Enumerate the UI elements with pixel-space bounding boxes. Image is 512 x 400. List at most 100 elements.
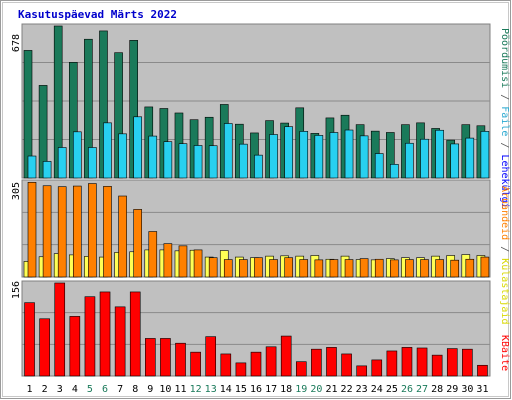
bar-bottom-kbaite-22 <box>341 353 352 377</box>
bar-bottom-kbaite-24 <box>371 359 383 377</box>
x-tick-label-4: 4 <box>72 384 78 395</box>
bar-middle-aruandeid-7 <box>118 195 127 278</box>
bar-middle-aruandeid-31 <box>480 256 490 278</box>
bar-top-faile-14 <box>223 123 233 179</box>
bar-bottom-kbaite-27 <box>416 347 428 377</box>
x-tick-label-21: 21 <box>325 384 337 395</box>
bar-middle-aruandeid-8 <box>133 209 142 278</box>
bar-top-faile-17 <box>269 134 278 179</box>
bar-bottom-kbaite-23 <box>356 365 367 377</box>
legend-sep-2: / <box>499 136 510 154</box>
x-tick-label-24: 24 <box>371 384 383 395</box>
x-tick-label-25: 25 <box>386 384 398 395</box>
bar-top-faile-1 <box>27 155 37 179</box>
bar-middle-aruandeid-14 <box>223 259 233 278</box>
bar-middle-aruandeid-22 <box>344 259 354 278</box>
x-tick-label-7: 7 <box>117 384 123 395</box>
bar-bottom-kbaite-29 <box>446 348 458 377</box>
legend-pages: Lehekülgi <box>499 154 510 208</box>
x-axis-labels: 1 2 3 4 5 6 7 8 9 10 11 12 13 14 15 16 17 18 19 20 21 22 23 24 2… <box>27 384 489 395</box>
bar-middle-aruandeid-1 <box>27 182 37 278</box>
x-tick-label-23: 23 <box>356 384 368 395</box>
bar-bottom-kbaite-6 <box>99 291 111 377</box>
bar-middle-aruandeid-30 <box>465 258 475 278</box>
bar-bottom-kbaite-10 <box>160 338 171 377</box>
bar-bottom-kbaite-17 <box>265 346 277 377</box>
svg-text:Pöördumisi / Faile / Lehekülgi: Pöördumisi / Faile / Lehekülgi <box>499 28 510 209</box>
outer-border-inner <box>2 2 509 397</box>
bar-bottom-kbaite-31 <box>477 364 488 377</box>
x-tick-label-13: 13 <box>205 384 217 395</box>
x-tick-label-26: 26 <box>401 384 413 395</box>
bar-bottom-kbaite-19 <box>295 361 307 377</box>
bar-middle-aruandeid-6 <box>103 186 112 278</box>
bar-bottom-kbaite-8 <box>129 291 141 377</box>
bar-top-faile-3 <box>57 147 67 179</box>
bar-middle-aruandeid-18 <box>284 257 293 278</box>
bar-middle-aruandeid-20 <box>314 259 324 278</box>
bar-middle-aruandeid-15 <box>239 259 248 278</box>
bottom-ymax-label: 156 <box>11 281 22 299</box>
legend-bottom: KBaite <box>499 335 510 371</box>
x-tick-label-22: 22 <box>341 384 353 395</box>
bar-top-faile-27 <box>420 138 429 179</box>
bar-middle-aruandeid-19 <box>299 259 309 278</box>
bar-middle-aruandeid-9 <box>148 231 158 278</box>
bar-top-faile-13 <box>208 145 218 179</box>
bar-top-faile-23 <box>359 135 369 179</box>
bar-middle-aruandeid-28 <box>435 259 444 278</box>
bar-bottom-kbaite-3 <box>54 282 66 377</box>
x-tick-label-31: 31 <box>476 384 488 395</box>
bar-middle-aruandeid-3 <box>57 186 67 278</box>
x-tick-label-3: 3 <box>57 384 63 395</box>
x-tick-label-6: 6 <box>102 384 108 395</box>
bar-top-faile-10 <box>163 141 173 179</box>
x-tick-label-12: 12 <box>190 384 202 395</box>
bar-top-faile-5 <box>88 147 97 179</box>
panel-visits-sites <box>21 179 491 278</box>
legend-kbytes: KBaite <box>499 335 510 371</box>
bar-top-faile-9 <box>148 135 158 179</box>
x-tick-label-28: 28 <box>431 384 443 395</box>
x-tick-label-20: 20 <box>310 384 322 395</box>
bar-top-faile-21 <box>329 132 339 179</box>
bar-top-faile-28 <box>435 129 444 179</box>
x-tick-label-8: 8 <box>132 384 138 395</box>
bar-middle-aruandeid-11 <box>178 245 188 278</box>
bar-bottom-kbaite-28 <box>431 354 443 377</box>
bar-middle-aruandeid-23 <box>359 258 369 278</box>
legend-files: Faile <box>499 106 510 136</box>
bar-middle-aruandeid-16 <box>254 257 263 278</box>
x-tick-label-16: 16 <box>250 384 262 395</box>
bar-bottom-kbaite-11 <box>175 342 186 377</box>
bar-bottom-kbaite-1 <box>24 302 35 377</box>
bar-middle-aruandeid-4 <box>72 185 82 278</box>
bar-top-faile-19 <box>299 131 309 179</box>
x-tick-label-15: 15 <box>235 384 247 395</box>
bar-top-faile-8 <box>133 116 142 179</box>
bar-top-faile-31 <box>480 131 490 179</box>
bar-bottom-kbaite-13 <box>205 336 217 377</box>
bar-top-faile-2 <box>42 161 52 179</box>
bar-middle-aruandeid-24 <box>374 258 384 278</box>
legend-sep-3: / <box>499 240 510 258</box>
bar-bottom-kbaite-21 <box>326 347 337 377</box>
x-tick-label-18: 18 <box>280 384 292 395</box>
bar-top-faile-15 <box>239 143 248 179</box>
bar-bottom-kbaite-16 <box>250 351 262 377</box>
panel-hits-files-pages <box>21 23 491 179</box>
bar-top-faile-11 <box>178 143 188 179</box>
x-tick-label-2: 2 <box>42 384 48 395</box>
bar-top-faile-22 <box>344 129 354 179</box>
bar-bottom-kbaite-25 <box>386 350 398 377</box>
svg-text:Aruandeid / Külastajaid: Aruandeid / Külastajaid <box>499 186 510 324</box>
bar-top-faile-12 <box>193 145 203 179</box>
x-tick-label-9: 9 <box>147 384 153 395</box>
x-tick-label-14: 14 <box>220 384 232 395</box>
bar-middle-aruandeid-25 <box>390 259 399 278</box>
bar-top-faile-24 <box>374 153 384 179</box>
bar-middle-aruandeid-12 <box>193 249 203 278</box>
bar-middle-aruandeid-21 <box>329 259 339 278</box>
